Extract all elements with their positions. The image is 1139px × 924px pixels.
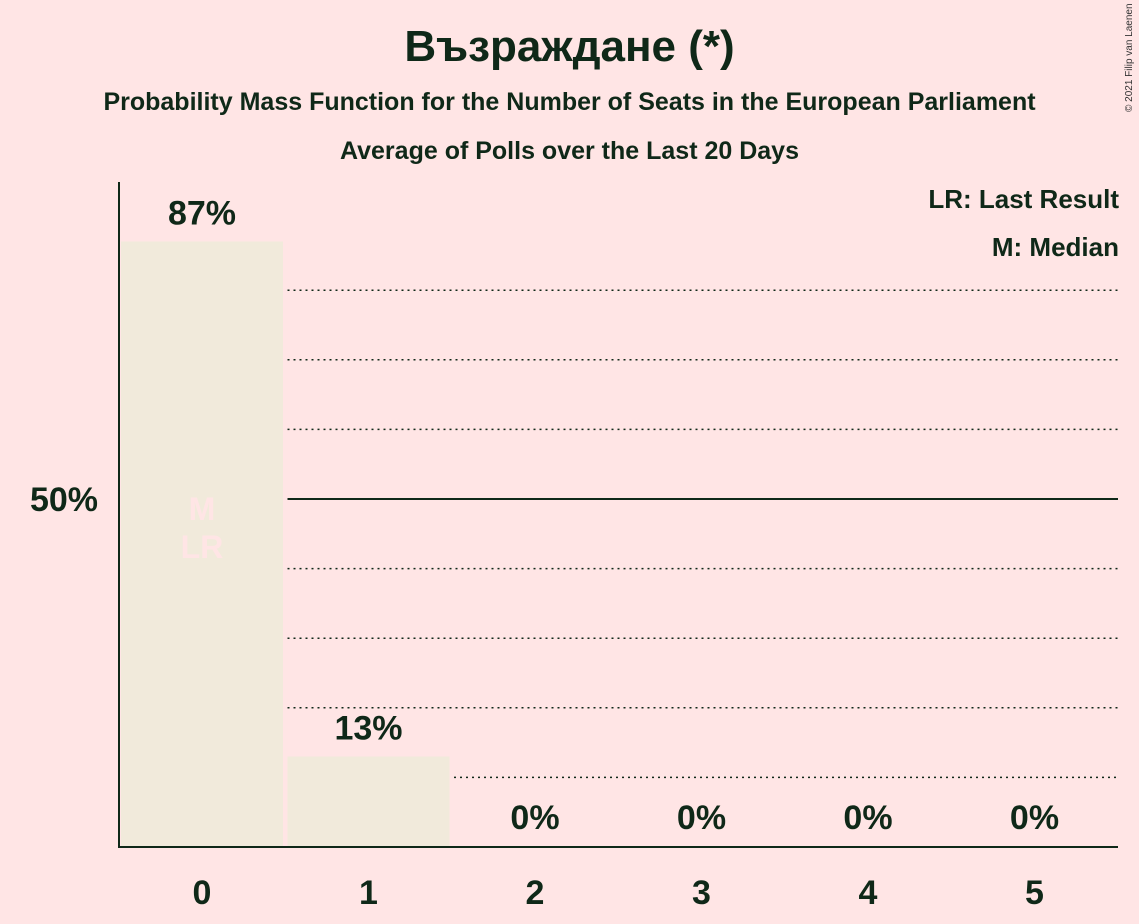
y-tick-label: 50% [30, 481, 98, 519]
bar-marker-label: LR [181, 529, 224, 565]
legend-last-result: LR: Last Result [928, 184, 1119, 214]
data-label: 87% [168, 194, 236, 232]
data-label: 0% [1010, 799, 1059, 837]
x-tick-label: 2 [526, 874, 545, 912]
chart-title: Възраждане (*) [404, 22, 735, 71]
data-label: 0% [843, 799, 892, 837]
chart-subtitle: Probability Mass Function for the Number… [103, 88, 1036, 116]
bar-1 [287, 756, 450, 847]
x-tick-label: 0 [193, 874, 212, 912]
data-label: 0% [677, 799, 726, 837]
x-tick-label: 1 [359, 874, 378, 912]
x-tick-label: 5 [1025, 874, 1044, 912]
bar-0 [121, 241, 283, 848]
x-tick-label: 3 [692, 874, 711, 912]
legend-median: M: Median [991, 232, 1119, 262]
data-label: 0% [510, 799, 559, 837]
x-tick-label: 4 [859, 874, 878, 912]
chart-subtitle-period: Average of Polls over the Last 20 Days [340, 137, 799, 165]
data-label: 13% [334, 710, 402, 748]
bar-marker-label: M [189, 491, 216, 527]
